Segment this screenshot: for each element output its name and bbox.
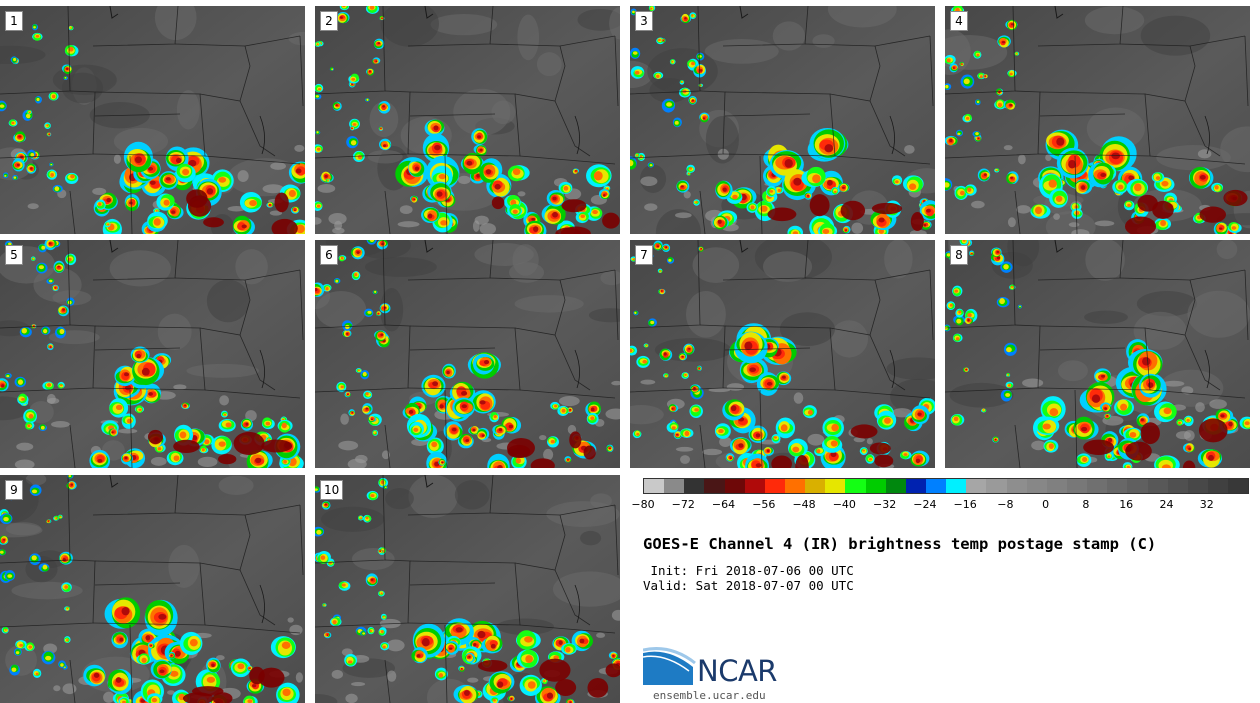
colorbar-ticks: −80 −72 −64 −56 −48 −40 −32 −24 −16 −8 0 8 16 24 32 — [631, 498, 1247, 512]
colorbar-tick-label: −72 — [671, 498, 695, 511]
colorbar-cell — [805, 479, 826, 493]
ir-satellite-map — [0, 6, 305, 234]
ensemble-member-panel: 1 — [0, 6, 305, 234]
colorbar-cell — [1046, 479, 1067, 493]
colorbar-cell — [704, 479, 725, 493]
colorbar-tick-label: −8 — [997, 498, 1014, 511]
logo-wordmark: NCAR — [697, 654, 777, 688]
colorbar-cell — [825, 479, 846, 493]
colorbar-tick-label: −24 — [913, 498, 937, 511]
colorbar-cell — [764, 479, 785, 493]
panel-number: 9 — [5, 480, 23, 500]
ir-satellite-map — [315, 6, 620, 234]
colorbar-tick-label: −56 — [752, 498, 776, 511]
colorbar-cell — [966, 479, 987, 493]
colorbar-tick-label: −64 — [711, 498, 736, 511]
colorbar-tick-label: −48 — [792, 498, 816, 511]
colorbar-cell — [986, 479, 1007, 493]
colorbar-cell — [1228, 479, 1249, 493]
colorbar-cell — [1066, 479, 1088, 493]
colorbar-tick-label: 24 — [1159, 498, 1174, 511]
panel-number: 4 — [950, 11, 968, 31]
ensemble-member-panel: 3 — [630, 6, 935, 234]
ir-satellite-map — [315, 475, 620, 703]
colorbar-tick-label: −40 — [832, 498, 856, 511]
colorbar-cell — [865, 479, 886, 493]
ensemble-member-panel: 10 — [315, 475, 620, 703]
ensemble-member-panel: 5 — [0, 240, 305, 468]
ir-satellite-map — [945, 240, 1250, 468]
colorbar-cell — [1127, 479, 1148, 493]
ncar-logo-icon — [643, 647, 696, 685]
colorbar-cell — [644, 479, 665, 493]
ensemble-member-panel: 6 — [315, 240, 620, 468]
ir-satellite-map — [630, 6, 935, 234]
colorbar-cell — [1006, 479, 1027, 493]
colorbar-cell — [1026, 479, 1047, 493]
colorbar-tick-label: −16 — [953, 498, 977, 511]
valid-time: Valid: Sat 2018-07-07 00 UTC — [643, 578, 854, 593]
colorbar-cell — [885, 479, 906, 493]
panel-number: 8 — [950, 245, 968, 265]
ensemble-member-panel: 4 — [945, 6, 1250, 234]
ensemble-member-panel: 9 — [0, 475, 305, 703]
panel-number: 3 — [635, 11, 653, 31]
colorbar-cell — [1107, 479, 1128, 493]
colorbar-cell — [905, 479, 926, 493]
ensemble-member-panel: 7 — [630, 240, 935, 468]
panel-number: 2 — [320, 11, 338, 31]
colorbar-tick-label: 8 — [1082, 498, 1090, 511]
colorbar-tick-label: 32 — [1199, 498, 1214, 511]
colorbar-cell — [1087, 479, 1108, 493]
ir-satellite-map — [945, 6, 1250, 234]
colorbar-cell — [1187, 479, 1208, 493]
colorbar — [643, 478, 1249, 494]
ir-satellite-map — [315, 240, 620, 468]
panel-number: 7 — [635, 245, 653, 265]
colorbar-cell — [946, 479, 967, 493]
panel-number: 6 — [320, 245, 338, 265]
colorbar-cell — [925, 479, 947, 493]
ir-satellite-map — [0, 240, 305, 468]
colorbar-tick-label: −32 — [872, 498, 897, 511]
colorbar-cell — [845, 479, 866, 493]
colorbar-cell — [684, 479, 705, 493]
colorbar-cell — [784, 479, 806, 493]
figure-title: GOES-E Channel 4 (IR) brightness temp po… — [643, 535, 1157, 553]
panel-number: 5 — [5, 245, 23, 265]
ir-satellite-map — [0, 475, 305, 703]
panel-number: 1 — [5, 11, 23, 31]
colorbar-tick-label: 16 — [1119, 498, 1134, 511]
colorbar-cell — [744, 479, 765, 493]
colorbar-cell — [724, 479, 745, 493]
colorbar-cell — [1147, 479, 1168, 493]
colorbar-tick-label: 0 — [1042, 498, 1050, 511]
ensemble-member-panel: 2 — [315, 6, 620, 234]
ir-satellite-map — [630, 240, 935, 468]
ensemble-member-panel: 8 — [945, 240, 1250, 468]
source-url: ensemble.ucar.edu — [653, 689, 766, 702]
colorbar-cell — [1167, 479, 1188, 493]
colorbar-cell — [664, 479, 685, 493]
colorbar-cell — [1207, 479, 1229, 493]
panel-number: 10 — [320, 480, 344, 500]
colorbar-tick-label: −80 — [631, 498, 655, 511]
init-time: Init: Fri 2018-07-06 00 UTC — [643, 563, 854, 578]
